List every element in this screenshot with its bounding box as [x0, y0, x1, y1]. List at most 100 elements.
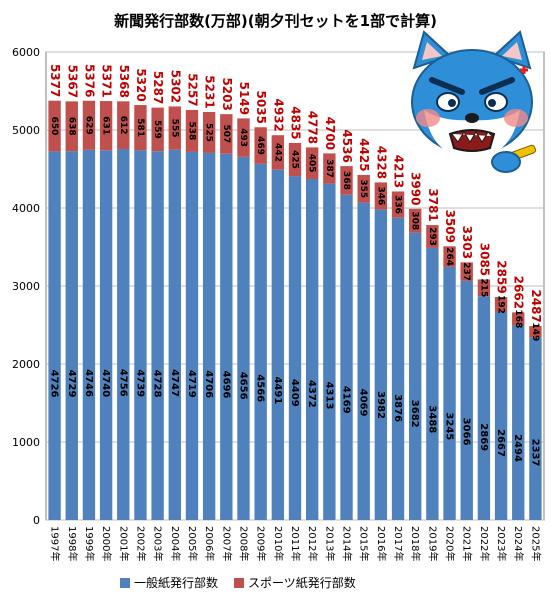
- chart-legend: 一般紙発行部数 スポーツ紙発行部数: [120, 574, 356, 591]
- x-tick-label: 2008年: [237, 526, 250, 561]
- x-tick-label: 2002年: [134, 526, 147, 561]
- data-label-total: 4536: [340, 129, 354, 162]
- data-label-general: 4756: [117, 369, 128, 397]
- legend-label-sports: スポーツ紙発行部数: [248, 576, 356, 590]
- angry-dog-mascot-icon: [411, 30, 536, 173]
- bar-sports: [271, 135, 285, 170]
- x-tick-label: 2010年: [272, 526, 285, 561]
- bar-sports: [65, 101, 78, 152]
- bar-general: [305, 178, 319, 520]
- data-label-sports: 168: [513, 310, 523, 329]
- data-label-total: 2859: [495, 260, 509, 293]
- data-label-total: 5149: [237, 82, 251, 115]
- data-label-sports: 264: [444, 247, 454, 266]
- bar-sports: [305, 147, 319, 179]
- data-label-sports: 405: [307, 154, 317, 173]
- bar-sports: [82, 100, 96, 150]
- bar-sports: [477, 279, 491, 297]
- data-label-total: 5203: [220, 77, 234, 110]
- bar-sports: [151, 107, 164, 152]
- bar-general: [374, 209, 388, 521]
- bar-general: [323, 183, 336, 520]
- data-label-general: 4409: [289, 379, 300, 407]
- data-label-general: 3488: [426, 405, 437, 433]
- data-label-general: 3876: [392, 394, 403, 422]
- y-tick-label: 5000: [12, 124, 40, 137]
- bar-general: [99, 150, 113, 520]
- bar-sports: [168, 106, 181, 150]
- x-tick-label: 2005年: [186, 526, 199, 561]
- data-label-total: 5371: [100, 64, 114, 97]
- data-label-general: 4726: [49, 370, 60, 398]
- legend-item-sports: スポーツ紙発行部数: [234, 574, 356, 591]
- bar-general: [477, 296, 491, 520]
- bar-sports: [288, 142, 302, 177]
- y-tick-label: 1000: [12, 436, 40, 449]
- data-label-general: 4740: [100, 369, 111, 397]
- data-label-sports: 638: [66, 117, 76, 136]
- bar-sports: [323, 153, 336, 184]
- data-label-sports: 368: [341, 171, 351, 190]
- legend-swatch-sports: [234, 577, 245, 588]
- data-label-general: 4372: [306, 380, 317, 408]
- bar-general: [168, 149, 181, 520]
- x-tick-label: 1997年: [49, 526, 62, 561]
- bar-general: [460, 280, 473, 520]
- data-label-total: 5287: [151, 71, 165, 104]
- bar-general: [426, 247, 439, 520]
- bar-general: [48, 151, 61, 520]
- bar-general: [271, 169, 285, 520]
- x-tick-label: 1998年: [66, 526, 79, 561]
- x-tick-label: 2018年: [409, 526, 422, 561]
- y-tick-label: 6000: [12, 46, 40, 59]
- data-label-total: 4328: [374, 146, 388, 179]
- bar-sports: [117, 101, 130, 150]
- bar-general: [185, 151, 199, 520]
- bar-sports: [134, 105, 147, 151]
- data-label-sports: 237: [461, 262, 471, 281]
- data-label-total: 3781: [426, 188, 440, 221]
- x-tick-label: 2006年: [203, 526, 216, 561]
- data-label-general: 4169: [341, 386, 352, 414]
- data-label-sports: 507: [221, 125, 231, 144]
- bar-sports: [494, 296, 508, 312]
- data-label-total: 5257: [185, 73, 199, 106]
- data-label-general: 2337: [529, 439, 540, 467]
- x-tick-label: 2003年: [152, 526, 165, 561]
- bar-sports: [357, 174, 370, 203]
- y-tick-label: 4000: [12, 202, 40, 215]
- data-label-total: 5368: [117, 65, 131, 98]
- data-label-sports: 346: [375, 187, 385, 206]
- data-label-sports: 442: [272, 143, 282, 162]
- bar-sports: [426, 225, 439, 248]
- y-tick-label: 2000: [12, 358, 40, 371]
- bar-sports: [529, 326, 542, 338]
- bar-general: [65, 151, 78, 520]
- bar-sports: [99, 101, 113, 151]
- data-label-sports: 215: [478, 278, 488, 297]
- data-label-general: 2869: [478, 423, 489, 451]
- bar-general: [288, 176, 302, 520]
- data-label-total: 5367: [65, 65, 79, 98]
- data-label-total: 3509: [443, 210, 457, 243]
- bar-sports: [391, 191, 405, 218]
- data-label-total: 3303: [460, 226, 474, 259]
- data-label-general: 4746: [83, 369, 94, 397]
- data-label-sports: 525: [204, 123, 214, 142]
- bar-general: [82, 149, 96, 520]
- data-label-total: 3085: [477, 243, 491, 276]
- bar-general: [202, 152, 216, 520]
- data-label-sports: 387: [324, 159, 334, 178]
- data-label-general: 3245: [444, 412, 455, 440]
- bar-general: [151, 151, 164, 520]
- data-label-general: 4739: [134, 369, 145, 397]
- data-label-sports: 538: [186, 122, 196, 141]
- data-label-sports: 631: [101, 116, 111, 135]
- bar-sports: [220, 114, 233, 154]
- bar-sports: [185, 109, 199, 152]
- data-label-general: 3066: [461, 418, 472, 446]
- bar-sports: [443, 246, 456, 267]
- bar-sports: [202, 111, 216, 153]
